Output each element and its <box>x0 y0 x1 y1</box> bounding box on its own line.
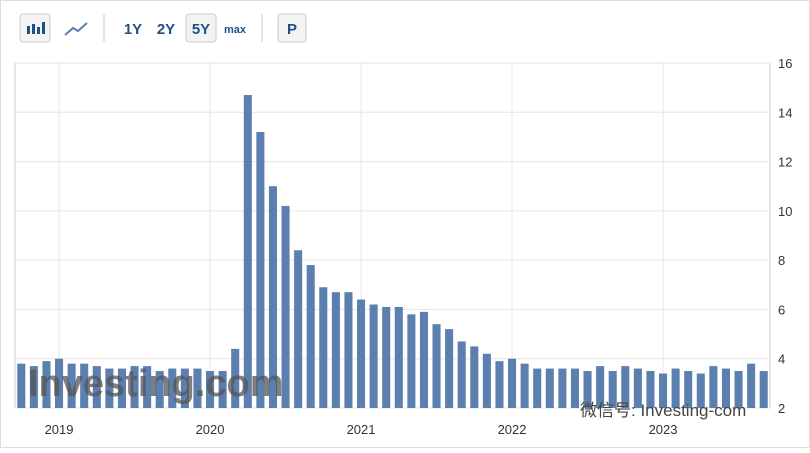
bar <box>407 314 416 408</box>
bar <box>721 368 730 408</box>
y-tick-label: 8 <box>778 253 785 268</box>
bar <box>508 358 517 408</box>
bar <box>256 132 265 408</box>
bar <box>684 371 693 408</box>
bar <box>457 341 466 408</box>
bar <box>394 306 403 408</box>
bar <box>231 348 240 408</box>
watermark: Investing.com <box>28 363 284 405</box>
y-tick-label: 6 <box>778 302 785 317</box>
x-tick-label: 2023 <box>649 422 678 437</box>
x-tick-label: 2022 <box>498 422 527 437</box>
bar <box>696 373 705 408</box>
bar <box>80 363 89 408</box>
bar <box>17 363 26 408</box>
bar <box>608 371 617 408</box>
bar <box>646 371 655 408</box>
bar <box>143 366 152 408</box>
bar <box>130 366 139 408</box>
bar <box>596 366 605 408</box>
bar <box>734 371 743 408</box>
bar <box>206 371 215 408</box>
bar <box>545 368 554 408</box>
bar <box>633 368 642 408</box>
bar <box>294 250 303 408</box>
bar <box>117 368 126 408</box>
bar <box>570 368 579 408</box>
bar-icon <box>27 22 45 34</box>
bar <box>369 304 378 408</box>
bar <box>67 363 76 408</box>
toolbar: 1Y 2Y 5Y max P <box>19 13 307 43</box>
selected-button-bg <box>185 13 217 43</box>
bar <box>42 361 51 408</box>
bar <box>671 368 680 408</box>
bar <box>193 368 202 408</box>
bar <box>621 366 630 408</box>
bar <box>558 368 567 408</box>
bar <box>445 329 454 408</box>
range-button[interactable]: 2Y <box>157 21 175 38</box>
p-button[interactable]: P <box>287 21 297 38</box>
bar <box>92 366 101 408</box>
bar <box>759 371 768 408</box>
bar <box>419 311 428 408</box>
range-button[interactable]: 1Y <box>124 21 142 38</box>
bar <box>105 368 114 408</box>
bar <box>520 363 529 408</box>
bar <box>470 346 479 408</box>
range-button[interactable]: 5Y <box>192 21 210 38</box>
x-tick-label: 2020 <box>196 422 225 437</box>
line-icon[interactable] <box>64 22 88 36</box>
bar <box>357 299 366 408</box>
bar <box>344 292 353 408</box>
y-tick-label: 10 <box>778 204 792 219</box>
bar <box>243 95 252 409</box>
bar <box>747 363 756 408</box>
plot: 2 4 6 8 10 12 14 16 2019 2020 2021 2022 2023 <box>15 56 792 437</box>
x-tick-label: 2019 <box>45 422 74 437</box>
p-button-bg <box>277 13 307 43</box>
bar <box>319 287 328 408</box>
bar <box>382 306 391 408</box>
bar <box>432 324 441 408</box>
y-tick-label: 2 <box>778 401 785 416</box>
bar <box>29 366 38 408</box>
x-tick-label: 2021 <box>347 422 376 437</box>
bar <box>306 265 315 408</box>
bar <box>709 366 718 408</box>
bar <box>55 358 64 408</box>
bar <box>482 353 491 408</box>
bar <box>659 373 668 408</box>
bar <box>268 186 277 408</box>
range-button[interactable]: max <box>224 24 247 36</box>
y-tick-label: 14 <box>778 105 792 120</box>
bar <box>218 371 227 408</box>
bar <box>180 368 189 408</box>
y-tick-label: 4 <box>778 352 785 367</box>
wechat-watermark: 微信号: Investing-com <box>580 401 746 420</box>
bar <box>583 371 592 408</box>
bar <box>281 205 290 408</box>
bar <box>168 368 177 408</box>
bar <box>331 292 340 408</box>
bar <box>155 371 164 408</box>
bar <box>533 368 542 408</box>
y-tick-label: 16 <box>778 56 792 71</box>
y-tick-label: 12 <box>778 155 792 170</box>
bar <box>495 361 504 408</box>
